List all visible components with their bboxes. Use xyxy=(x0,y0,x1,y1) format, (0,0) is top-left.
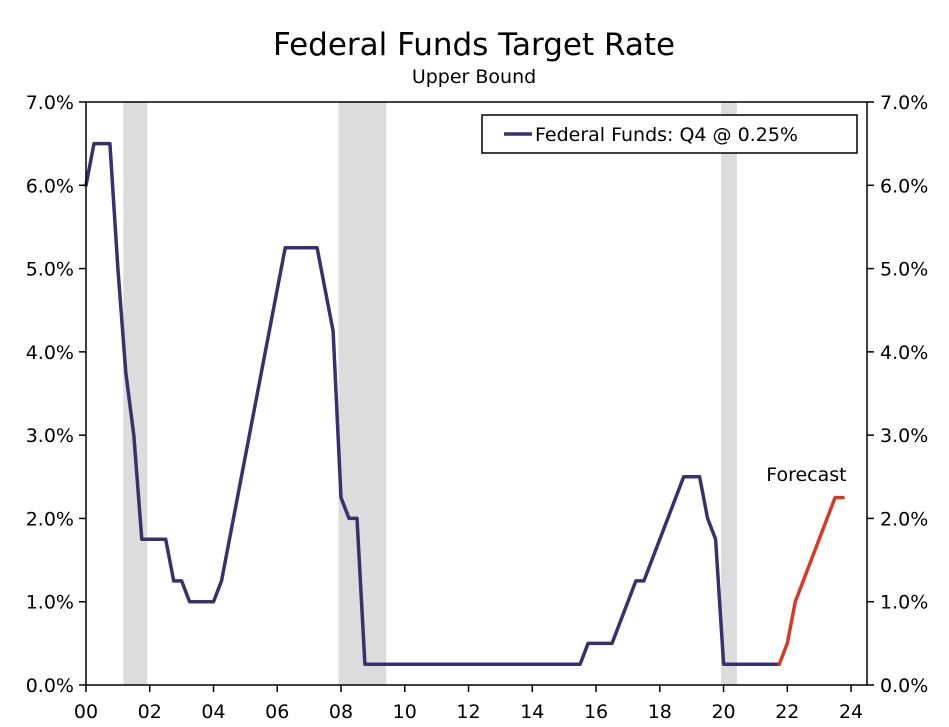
x-tick-label: 08 xyxy=(329,701,353,723)
y-tick-label-right: 7.0% xyxy=(880,92,928,114)
x-tick-label: 22 xyxy=(775,701,799,723)
series-line-forecast xyxy=(777,495,845,666)
legend: Federal Funds: Q4 @ 0.25% xyxy=(481,114,858,154)
legend-box xyxy=(481,114,858,154)
y-tick-label-right: 4.0% xyxy=(880,342,928,364)
y-tick-label-left: 0.0% xyxy=(26,675,74,697)
x-tick-label: 18 xyxy=(648,701,672,723)
y-tick-label-right: 2.0% xyxy=(880,508,928,530)
forecast-annotation: Forecast xyxy=(766,464,846,486)
y-tick-label-right: 5.0% xyxy=(880,259,928,281)
x-tick-label: 16 xyxy=(584,701,608,723)
x-tick-label: 12 xyxy=(456,701,480,723)
x-tick-label: 10 xyxy=(393,701,417,723)
y-tick-label-left: 3.0% xyxy=(26,425,74,447)
y-tick-label-left: 1.0% xyxy=(26,592,74,614)
x-tick-label: 00 xyxy=(74,701,98,723)
y-tick-label-left: 5.0% xyxy=(26,259,74,281)
y-tick-label-right: 1.0% xyxy=(880,592,928,614)
y-tick-label-right: 3.0% xyxy=(880,425,928,447)
chart-subtitle: Upper Bound xyxy=(412,66,536,88)
x-tick-label: 04 xyxy=(201,701,225,723)
y-tick-label-right: 6.0% xyxy=(880,175,928,197)
y-tick-label-left: 7.0% xyxy=(26,92,74,114)
y-tick-label-left: 4.0% xyxy=(26,342,74,364)
recession-band-3 xyxy=(721,102,737,685)
plot-area-frame xyxy=(85,101,868,686)
legend-label-federal-funds: Federal Funds: Q4 @ 0.25% xyxy=(535,124,798,146)
y-tick-label-right: 0.0% xyxy=(880,675,928,697)
recession-bands xyxy=(123,102,737,685)
series-line-federal-funds xyxy=(84,141,782,666)
x-tick-label: 20 xyxy=(711,701,735,723)
y-tick-label-left: 2.0% xyxy=(26,508,74,530)
x-tick-label: 14 xyxy=(520,701,544,723)
x-tick-label: 06 xyxy=(265,701,289,723)
chart-title: Federal Funds Target Rate xyxy=(273,27,675,63)
axes: 0.0% 0.0% 1.0% 1.0% 2.0% 2.0% 3.0% 3.0% 4.0% 4.0%… xyxy=(26,92,929,723)
series-lines xyxy=(84,141,845,666)
x-tick-label: 02 xyxy=(138,701,162,723)
x-tick-label: 24 xyxy=(839,701,863,723)
y-tick-label-left: 6.0% xyxy=(26,175,74,197)
